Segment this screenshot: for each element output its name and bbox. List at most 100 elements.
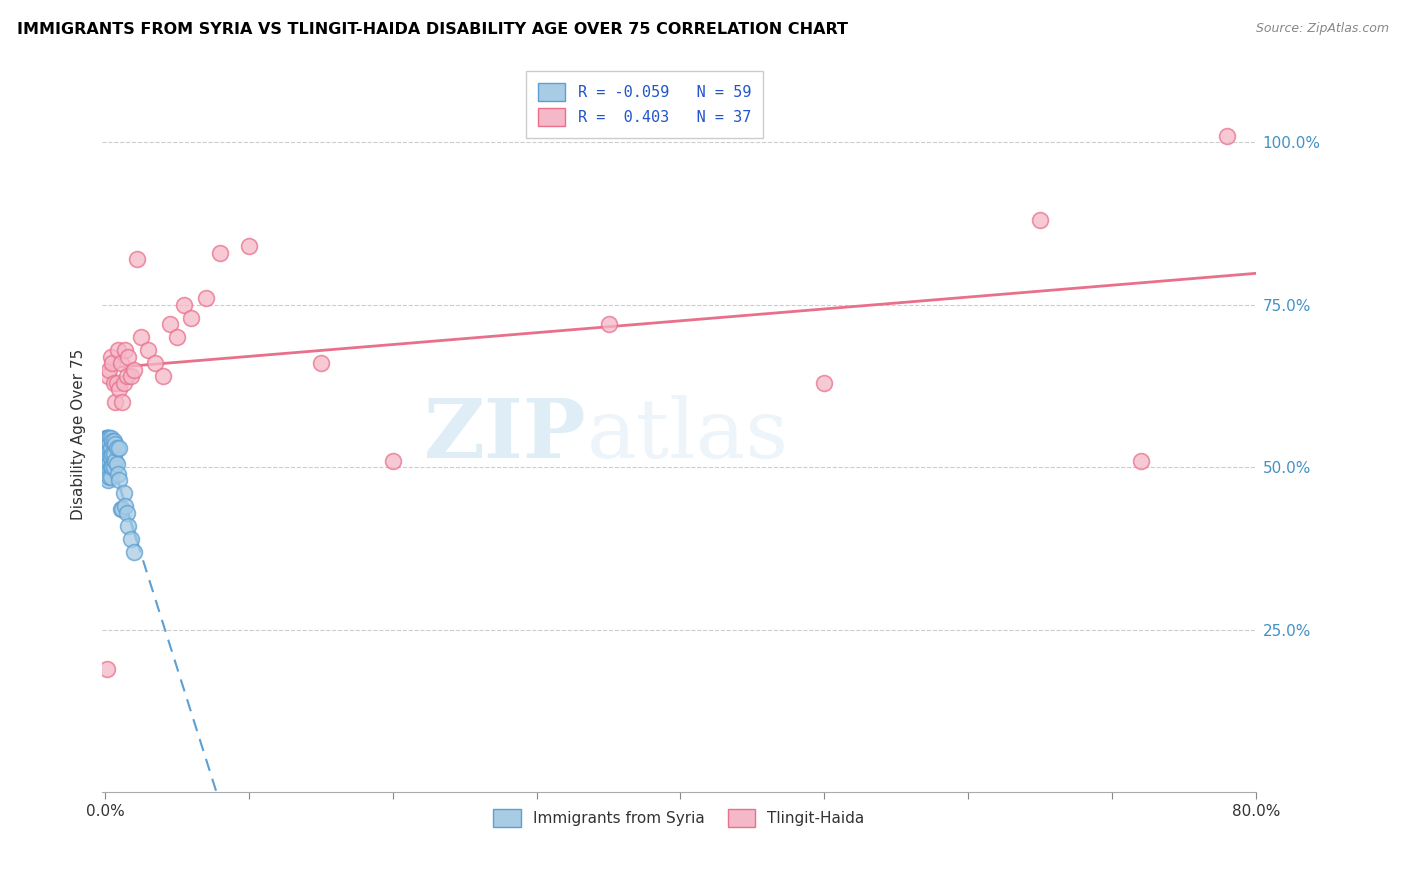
Point bbox=[100, 431, 122, 445]
Point bbox=[96, 431, 118, 445]
Point bbox=[103, 460, 125, 475]
Point bbox=[98, 363, 121, 377]
Point bbox=[96, 431, 118, 445]
Point bbox=[104, 453, 127, 467]
Point bbox=[104, 437, 127, 451]
Point bbox=[159, 318, 181, 332]
Point bbox=[98, 457, 121, 471]
Point bbox=[100, 441, 122, 455]
Point bbox=[166, 330, 188, 344]
Point bbox=[96, 450, 118, 465]
Point bbox=[96, 441, 118, 455]
Point bbox=[152, 369, 174, 384]
Point bbox=[97, 431, 120, 445]
Point bbox=[112, 376, 135, 390]
Point bbox=[136, 343, 159, 358]
Point bbox=[96, 453, 118, 467]
Point bbox=[104, 395, 127, 409]
Point bbox=[96, 444, 118, 458]
Point bbox=[309, 356, 332, 370]
Point bbox=[145, 356, 167, 370]
Point bbox=[96, 437, 118, 451]
Point bbox=[97, 431, 120, 445]
Point bbox=[598, 318, 620, 332]
Point bbox=[94, 431, 117, 445]
Y-axis label: Disability Age Over 75: Disability Age Over 75 bbox=[72, 349, 86, 520]
Point bbox=[122, 544, 145, 558]
Point bbox=[110, 356, 132, 370]
Point bbox=[238, 239, 260, 253]
Point bbox=[125, 252, 148, 267]
Point bbox=[97, 447, 120, 461]
Point bbox=[98, 431, 121, 445]
Point bbox=[122, 363, 145, 377]
Point bbox=[173, 298, 195, 312]
Text: IMMIGRANTS FROM SYRIA VS TLINGIT-HAIDA DISABILITY AGE OVER 75 CORRELATION CHART: IMMIGRANTS FROM SYRIA VS TLINGIT-HAIDA D… bbox=[17, 22, 848, 37]
Point bbox=[129, 330, 152, 344]
Point bbox=[114, 343, 136, 358]
Point bbox=[100, 470, 122, 484]
Point bbox=[101, 460, 124, 475]
Point bbox=[108, 382, 131, 396]
Point bbox=[112, 486, 135, 500]
Point bbox=[1129, 453, 1152, 467]
Point bbox=[96, 434, 118, 449]
Point bbox=[101, 434, 124, 449]
Point bbox=[97, 444, 120, 458]
Point bbox=[96, 431, 118, 445]
Point bbox=[101, 447, 124, 461]
Point bbox=[209, 245, 232, 260]
Point bbox=[115, 369, 138, 384]
Point bbox=[1216, 128, 1239, 143]
Point bbox=[98, 437, 121, 451]
Point bbox=[103, 434, 125, 449]
Point bbox=[98, 444, 121, 458]
Point bbox=[98, 463, 121, 477]
Point bbox=[105, 457, 128, 471]
Point bbox=[96, 444, 118, 458]
Point bbox=[105, 441, 128, 455]
Point bbox=[108, 473, 131, 487]
Point bbox=[96, 437, 118, 451]
Point bbox=[110, 502, 132, 516]
Point bbox=[1029, 213, 1052, 227]
Point bbox=[180, 310, 202, 325]
Point bbox=[114, 499, 136, 513]
Point bbox=[96, 447, 118, 461]
Point bbox=[117, 518, 139, 533]
Point bbox=[97, 460, 120, 475]
Point bbox=[97, 441, 120, 455]
Point bbox=[100, 460, 122, 475]
Legend: Immigrants from Syria, Tlingit-Haida: Immigrants from Syria, Tlingit-Haida bbox=[485, 801, 872, 834]
Text: Source: ZipAtlas.com: Source: ZipAtlas.com bbox=[1256, 22, 1389, 36]
Point bbox=[97, 457, 120, 471]
Point bbox=[108, 441, 131, 455]
Point bbox=[96, 457, 118, 471]
Point bbox=[111, 395, 134, 409]
Point bbox=[97, 369, 120, 384]
Point bbox=[120, 369, 142, 384]
Point bbox=[100, 450, 122, 465]
Point bbox=[105, 376, 128, 390]
Point bbox=[101, 356, 124, 370]
Point bbox=[96, 661, 118, 675]
Point bbox=[98, 450, 121, 465]
Point bbox=[194, 291, 217, 305]
Point bbox=[97, 434, 120, 449]
Point bbox=[97, 453, 120, 467]
Point bbox=[100, 350, 122, 364]
Point bbox=[103, 447, 125, 461]
Point bbox=[111, 502, 134, 516]
Point bbox=[107, 467, 129, 481]
Point bbox=[103, 376, 125, 390]
Point bbox=[97, 473, 120, 487]
Point bbox=[117, 350, 139, 364]
Point bbox=[813, 376, 835, 390]
Point bbox=[115, 506, 138, 520]
Point bbox=[381, 453, 404, 467]
Point bbox=[98, 470, 121, 484]
Point bbox=[97, 467, 120, 481]
Point bbox=[107, 343, 129, 358]
Point bbox=[96, 450, 118, 465]
Text: ZIP: ZIP bbox=[425, 394, 586, 475]
